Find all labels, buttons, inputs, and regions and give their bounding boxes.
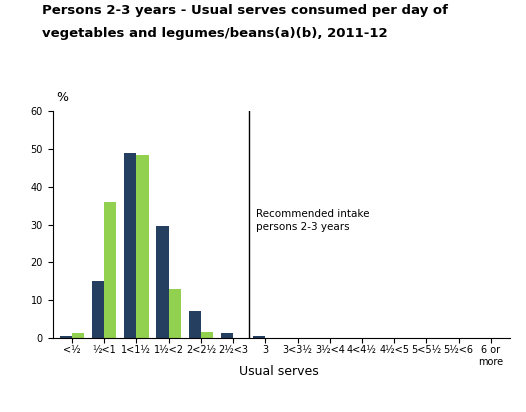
Bar: [92, 281, 104, 338]
Text: vegetables and legumes/beans(a)(b), 2011-12: vegetables and legumes/beans(a)(b), 2011…: [42, 27, 388, 40]
Bar: [156, 227, 169, 338]
Bar: [72, 333, 84, 338]
Bar: [104, 202, 116, 338]
Text: Persons 2-3 years - Usual serves consumed per day of: Persons 2-3 years - Usual serves consume…: [42, 4, 448, 17]
Bar: [253, 336, 265, 338]
Bar: [169, 289, 181, 338]
Bar: [136, 154, 149, 338]
Text: Recommended intake
persons 2-3 years: Recommended intake persons 2-3 years: [256, 209, 369, 232]
Bar: [189, 311, 201, 338]
Bar: [201, 332, 213, 338]
Bar: [221, 333, 233, 338]
Text: %: %: [56, 91, 68, 104]
Bar: [59, 336, 72, 338]
Text: Usual serves: Usual serves: [239, 365, 319, 378]
Bar: [124, 153, 136, 338]
